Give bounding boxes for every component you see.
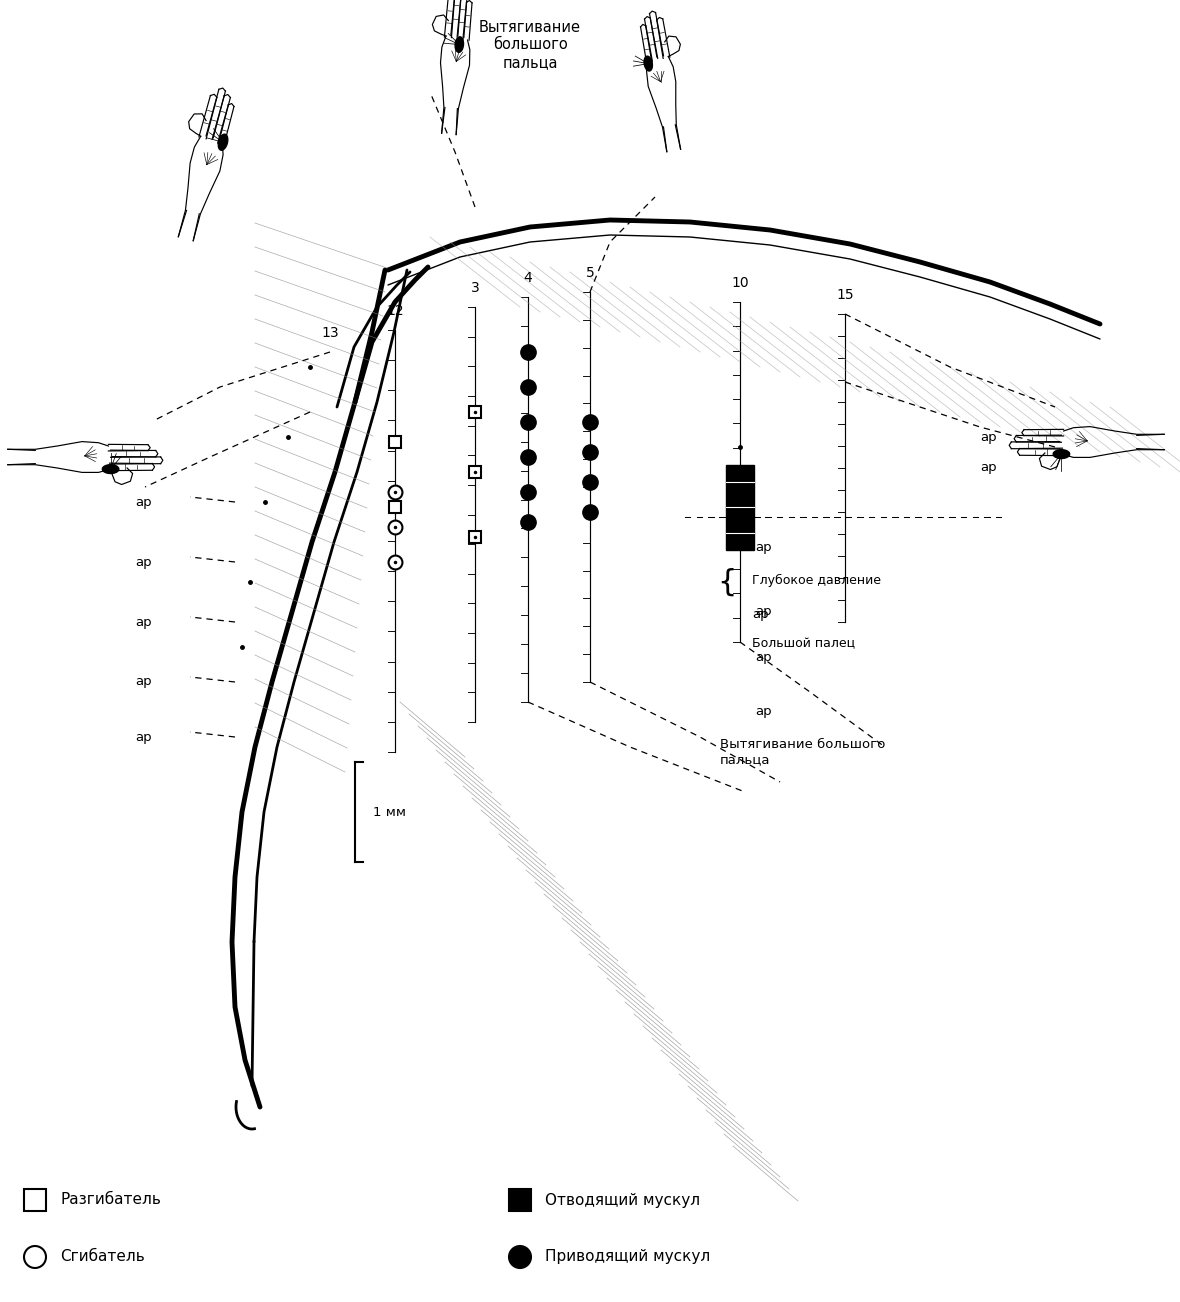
Text: 1 мм: 1 мм: [373, 806, 406, 819]
Text: ар: ар: [755, 540, 772, 553]
Polygon shape: [218, 134, 228, 150]
Text: ар: ар: [135, 556, 151, 569]
Text: Сгибатель: Сгибатель: [60, 1250, 145, 1264]
Text: Вытягивание большого
пальца: Вытягивание большого пальца: [720, 738, 885, 766]
Circle shape: [24, 1246, 46, 1268]
Text: {: {: [717, 568, 738, 596]
Polygon shape: [103, 465, 119, 474]
Text: Приводящий мускул: Приводящий мускул: [545, 1250, 710, 1264]
Text: Глубокое давление: Глубокое давление: [752, 573, 881, 586]
Text: ар: ар: [135, 616, 151, 629]
Text: Большой палец: Большой палец: [752, 638, 855, 651]
Bar: [509, 1189, 531, 1211]
Text: 13: 13: [321, 326, 339, 340]
Text: 3: 3: [471, 281, 479, 296]
Bar: [24, 1189, 46, 1211]
Text: 5: 5: [585, 266, 595, 280]
Text: ар: ар: [135, 496, 151, 509]
Bar: [726, 465, 754, 549]
Polygon shape: [455, 36, 464, 52]
Text: ар: ар: [135, 730, 151, 743]
Polygon shape: [644, 56, 653, 72]
Text: ар: ар: [981, 431, 997, 444]
Text: Разгибатель: Разгибатель: [60, 1193, 160, 1207]
Circle shape: [509, 1246, 531, 1268]
Text: ар: ар: [981, 461, 997, 474]
Text: ар: ар: [755, 651, 772, 664]
Text: Вытягивание
большого
пальца: Вытягивание большого пальца: [479, 20, 581, 70]
Text: ар: ар: [752, 608, 768, 621]
Polygon shape: [1054, 449, 1069, 458]
Text: 4: 4: [524, 271, 532, 285]
Text: 12: 12: [386, 303, 404, 318]
Text: ар: ар: [135, 676, 151, 689]
Text: 10: 10: [732, 276, 749, 290]
Text: Отводящий мускул: Отводящий мускул: [545, 1193, 700, 1207]
Text: ар: ар: [755, 605, 772, 618]
Text: 15: 15: [837, 288, 854, 302]
Text: ар: ар: [755, 706, 772, 719]
